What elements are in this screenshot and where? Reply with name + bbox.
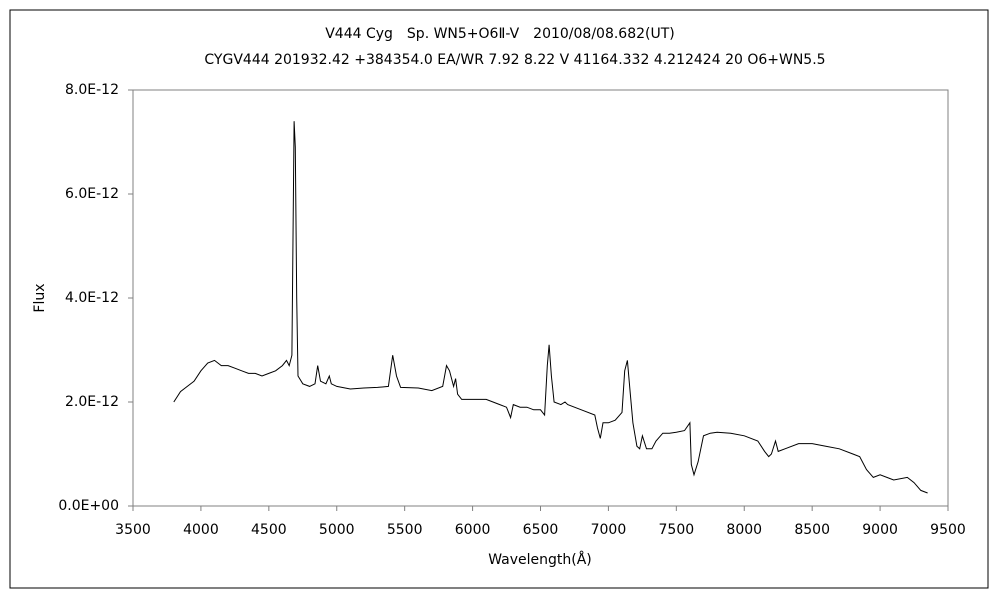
plot-area bbox=[132, 89, 949, 507]
x-tick-label: 3500 bbox=[115, 522, 151, 538]
x-tick-label: 7000 bbox=[591, 522, 627, 538]
x-tick-label: 6000 bbox=[455, 522, 491, 538]
frame bbox=[9, 9, 989, 589]
x-tick-label: 4000 bbox=[183, 522, 219, 538]
x-tick-label: 4500 bbox=[251, 522, 287, 538]
y-tick-label: 0.0E+00 bbox=[58, 498, 119, 514]
spectrum-line bbox=[173, 121, 928, 494]
x-axis-label: Wavelength(Å) bbox=[488, 551, 592, 568]
x-tick-label: 7500 bbox=[659, 522, 695, 538]
y-axis-label: Flux bbox=[32, 283, 48, 312]
chart-title: V444 Cyg Sp. WN5+O6Ⅱ-V 2010/08/08.682(UT… bbox=[325, 26, 675, 42]
y-tick-label: 2.0E-12 bbox=[65, 394, 119, 410]
x-tick-label: 9500 bbox=[930, 522, 966, 538]
x-tick-label: 6500 bbox=[523, 522, 559, 538]
x-tick-label: 5500 bbox=[387, 522, 423, 538]
y-tick-label: 6.0E-12 bbox=[65, 186, 119, 202]
x-tick-label: 5000 bbox=[319, 522, 355, 538]
x-tick-label: 9000 bbox=[862, 522, 898, 538]
y-tick-label: 4.0E-12 bbox=[65, 290, 119, 306]
chart-subtitle: CYGV444 201932.42 +384354.0 EA/WR 7.92 8… bbox=[204, 52, 825, 68]
y-tick-label: 8.0E-12 bbox=[65, 82, 119, 98]
x-tick-label: 8500 bbox=[794, 522, 830, 538]
x-tick-label: 8000 bbox=[726, 522, 762, 538]
